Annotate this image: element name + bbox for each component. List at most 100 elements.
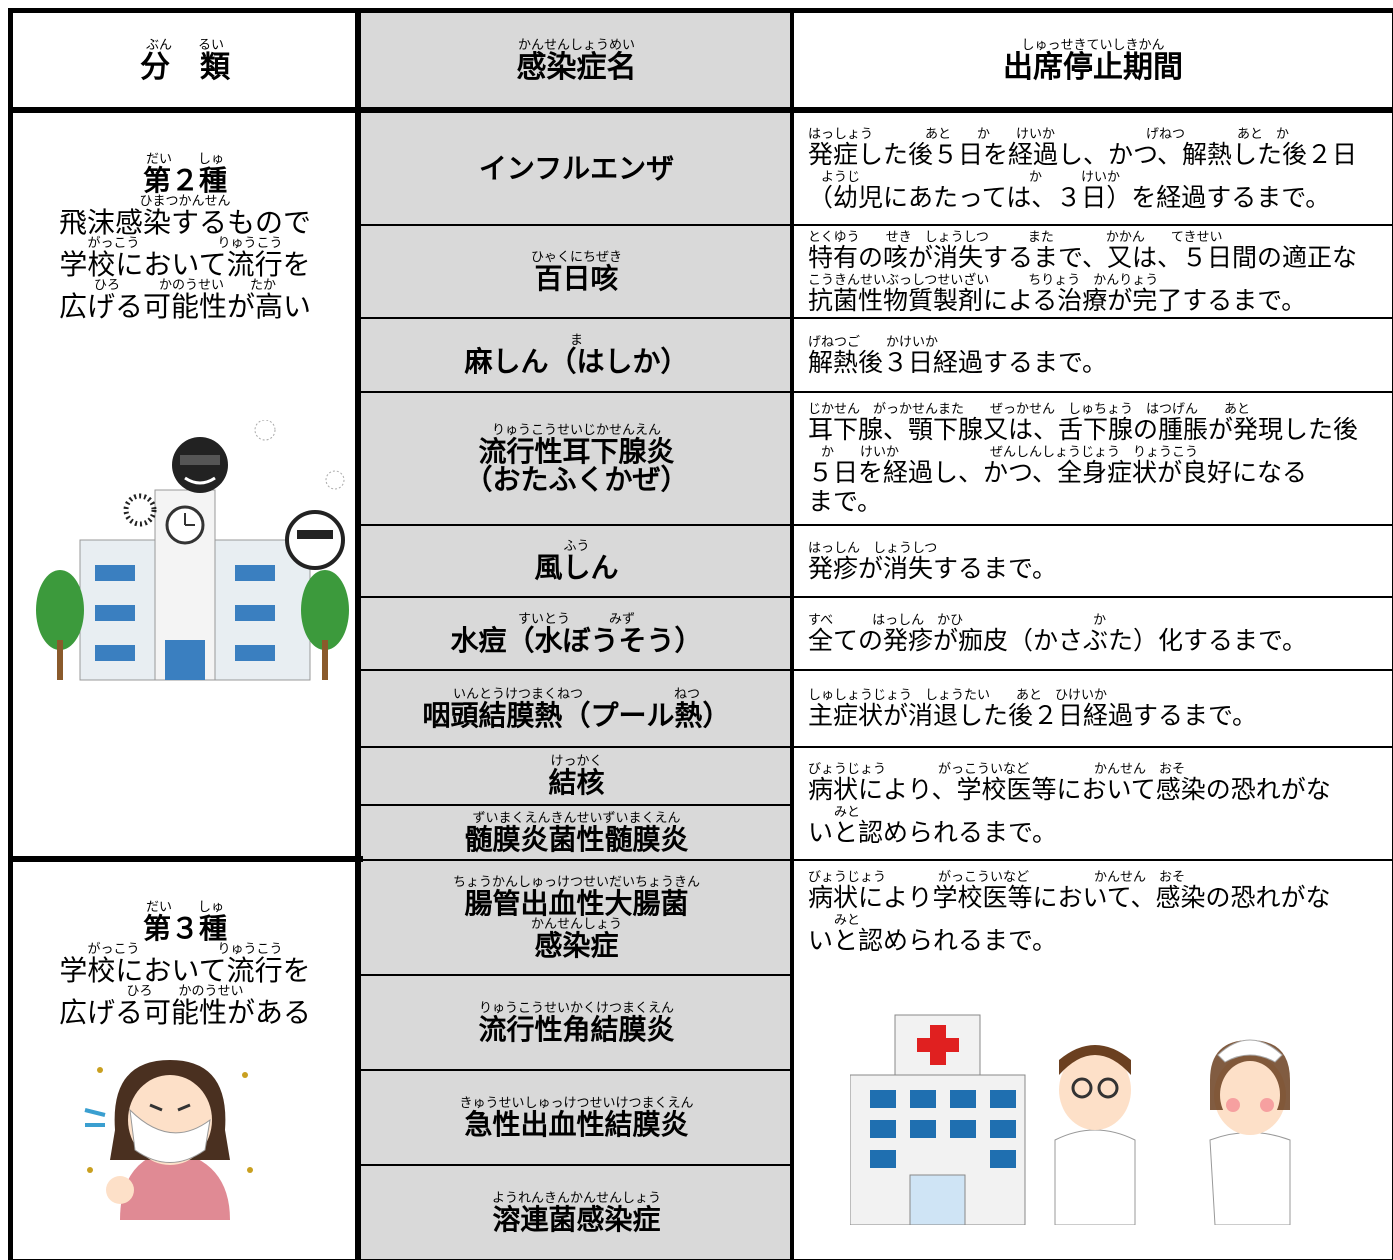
cell-text: 髄膜炎菌性髄膜炎	[464, 822, 689, 856]
furigana: びょうじょう がっこういなど かんせん おそ	[808, 761, 1186, 777]
furigana: とくゆう せき しょうしつ また かかん てきせい	[808, 229, 1223, 245]
table-cell: びょうじょう がっこういなど かんせん おそ 病状により、学校医等において感染の恐…	[793, 747, 1393, 860]
cell-line: きゅうせいしゅっけつせいけつまくえん 急性出血性結膜炎	[459, 1095, 694, 1141]
cell-line: かんせんしょう 感染症	[530, 916, 622, 960]
cell-line: ずいまくえんきんせいずいまくえん 髄膜炎菌性髄膜炎	[464, 811, 689, 856]
cell-text: 耳下腺、顎下腺又は、舌下腺の腫脹が発現した後	[808, 415, 1359, 444]
cell-text: 特有の咳が消失するまで、又は、５日間の適正な	[808, 242, 1358, 272]
cell-line: インフルエンザ	[479, 154, 674, 183]
furigana: はっしん しょうしつ	[808, 540, 938, 556]
table-cell: はっしょう あと か けいか げねつ あと か発症した後５日を経過し、かつ、解熱…	[793, 112, 1393, 225]
cell-line: こうきんせいぶっしつせいざい ちりょう かんりょう 抗菌性物質製剤による治療が完了…	[808, 272, 1307, 315]
cell-line: けっかく 結核	[548, 755, 604, 797]
table-cell: りゅうこうせいかくけつまくえん 流行性角結膜炎	[360, 975, 793, 1070]
cell-text: 出席停止期間	[1003, 50, 1183, 85]
cell-text: 全ての発疹が痂皮（かさぶた）化するまで。	[808, 626, 1308, 655]
table-border	[8, 856, 363, 862]
cell-line: か けいか ぜんしんしょうじょう りょうこう ５日を経過し、かつ、全身症状が良好に…	[808, 445, 1308, 487]
furigana: びょうじょう がっこういなど かんせん おそ	[808, 870, 1186, 885]
cell-text: 抗菌性物質製剤による治療が完了するまで。	[808, 285, 1307, 315]
furigana: こうきんせいぶっしつせいざい ちりょう かんりょう	[808, 272, 1159, 288]
table-cell: じかせん がっかせんまた ぜっかせん しゅちょう はつげん あと 耳下腺、顎下腺又…	[793, 392, 1393, 525]
cell-text: 結核	[548, 766, 605, 799]
cell-text: （おたふくかぜ）	[464, 462, 689, 496]
cell-line: とくゆう せき しょうしつ また かかん てきせい 特有の咳が消失するまで、又は、…	[808, 229, 1358, 272]
furigana: かんせんしょう	[530, 916, 622, 932]
furigana: みと	[808, 913, 861, 928]
cell-text: 病状により学校医等において、感染の恐れがな	[808, 883, 1331, 912]
table-border	[8, 8, 13, 1260]
cell-text: 飛沫感染するもので	[58, 206, 311, 239]
cell-line: ひまつかんせん 飛沫感染するもので	[59, 195, 311, 237]
furigana: か けいか ぜんしんしょうじょう りょうこう	[808, 445, 1199, 460]
cell-line: みと いと認められるまで。	[808, 913, 1057, 954]
cell-line: かんせんしょうめい 感染症名	[517, 39, 637, 83]
furigana: ようれんきんかんせんしょう	[491, 1190, 661, 1206]
table-cell: いんとうけつまくねつ ねつ 咽頭結膜熱（プール熱）	[360, 670, 793, 747]
cell-line: じかせん がっかせんまた ぜっかせん しゅちょう はつげん あと 耳下腺、顎下腺又…	[808, 403, 1359, 444]
cell-line: ふう 風しん	[534, 540, 618, 582]
cell-text: ５日を経過し、かつ、全身症状が良好になる	[808, 458, 1308, 487]
cell-line: ひろ かのうせい たか 広げる可能性が高い	[59, 279, 311, 321]
cell-line: すべ はっしん かひ か全ての発疹が痂皮（かさぶた）化するまで。	[808, 613, 1308, 655]
cell-line: ひろ かのうせい 広げる可能性がある	[59, 985, 311, 1027]
cell-line: いんとうけつまくねつ ねつ 咽頭結膜熱（プール熱）	[422, 686, 731, 732]
furigana: ひろ かのうせい たか	[93, 278, 276, 293]
cell-text: 咽頭結膜熱（プール熱）	[422, 698, 731, 732]
furigana: ま	[569, 333, 583, 348]
table-border	[8, 107, 1393, 113]
furigana: すいとう みず	[517, 611, 635, 627]
cell-line: ようじ か けいか （幼児にあたっては、３日）を経過するまで。	[808, 169, 1330, 210]
cell-text: 腸管出血性大腸菌	[464, 886, 689, 920]
cell-line: びょうじょう がっこういなど かんせん おそ 病状により学校医等において、感染の恐…	[808, 870, 1331, 912]
cell-line: がっこう りゅうこう 学校において流行を	[59, 943, 310, 985]
furigana: がっこう りゅうこう	[87, 942, 283, 957]
table-cell: ひゃくにちぜき 百日咳	[360, 225, 793, 318]
table-cell: すべ はっしん かひ か全ての発疹が痂皮（かさぶた）化するまで。	[793, 597, 1393, 670]
cell-text: 広げる可能性がある	[58, 996, 311, 1029]
furigana: げねつご かけいか	[808, 334, 939, 350]
furigana: けっかく	[550, 754, 603, 769]
cell-line: ぶん るい分 類	[140, 39, 230, 83]
cell-line: がっこう りゅうこう 学校において流行を	[59, 237, 310, 279]
sneezing-person-illustration	[84, 1060, 253, 1220]
furigana: すべ はっしん かひ か	[808, 613, 1107, 628]
cell-text: 水痘（水ぼうそう）	[450, 623, 703, 657]
furigana: だい しゅ	[145, 152, 224, 167]
cell-line: まで。	[808, 489, 882, 514]
table-cell: げねつご かけいか 解熱後３日経過するまで。	[793, 318, 1393, 392]
cell-line: りゅうこうせいかくけつまくえん 流行性角結膜炎	[478, 1000, 674, 1044]
furigana: きゅうせいしゅっけつせいけつまくえん	[459, 1095, 694, 1111]
cell-line: はっしん しょうしつ 発疹が消失するまで。	[808, 540, 1057, 581]
cell-line: みと いと認められるまで。	[808, 804, 1057, 845]
table-cell: だい しゅ 第２種 ひまつかんせん 飛沫感染するもので がっこう りゅうこう 学校において…	[10, 112, 360, 860]
furigana: りゅうこうせいかくけつまくえん	[478, 1000, 674, 1016]
table-cell: すいとう みず 水痘（水ぼうそう）	[360, 597, 793, 670]
cell-text: 学校において流行を	[59, 248, 311, 281]
cell-line: はっしょう あと か けいか げねつ あと か発症した後５日を経過し、かつ、解熱…	[808, 127, 1357, 167]
cell-text: まで。	[808, 487, 883, 516]
cell-text: 急性出血性結膜炎	[464, 1107, 689, 1141]
cell-line: だい しゅ 第２種	[143, 153, 227, 195]
cell-line: りゅうこうせいじかせんえん 流行性耳下腺炎	[478, 423, 674, 466]
furigana: みと	[808, 804, 861, 820]
cell-text: 分 類	[140, 50, 230, 85]
table-cell: きゅうせいしゅっけつせいけつまくえん 急性出血性結膜炎	[360, 1070, 793, 1165]
cell-line: げねつご かけいか 解熱後３日経過するまで。	[808, 334, 1108, 377]
furigana: かんせんしょうめい	[517, 38, 635, 53]
furigana: ふう	[563, 539, 590, 554]
table-cell: しゅしょうじょう しょうたい あと ひけいか 主症状が消退した後２日経過するまで。	[793, 670, 1393, 747]
furigana: がっこう りゅうこう	[87, 236, 283, 251]
furigana: いんとうけつまくねつ ねつ	[452, 686, 700, 702]
cell-text: 解熱後３日経過するまで。	[808, 347, 1108, 377]
furigana: ようじ か けいか	[808, 169, 1121, 185]
table-cell: ふう 風しん	[360, 525, 793, 597]
table-cell: ま麻しん（はしか）	[360, 318, 793, 392]
cell-text: 溶連菌感染症	[492, 1202, 661, 1236]
cell-text: 百日咳	[534, 261, 619, 295]
table-cell: びょうじょう がっこういなど かんせん おそ 病状により学校医等において、感染の恐…	[793, 860, 1393, 1260]
cell-text: 麻しん（はしか）	[464, 345, 689, 378]
school-illustration	[36, 420, 349, 681]
cell-text: 第２種	[142, 164, 227, 197]
table-cell: しゅっせきていしきかん 出席停止期間	[793, 10, 1393, 112]
